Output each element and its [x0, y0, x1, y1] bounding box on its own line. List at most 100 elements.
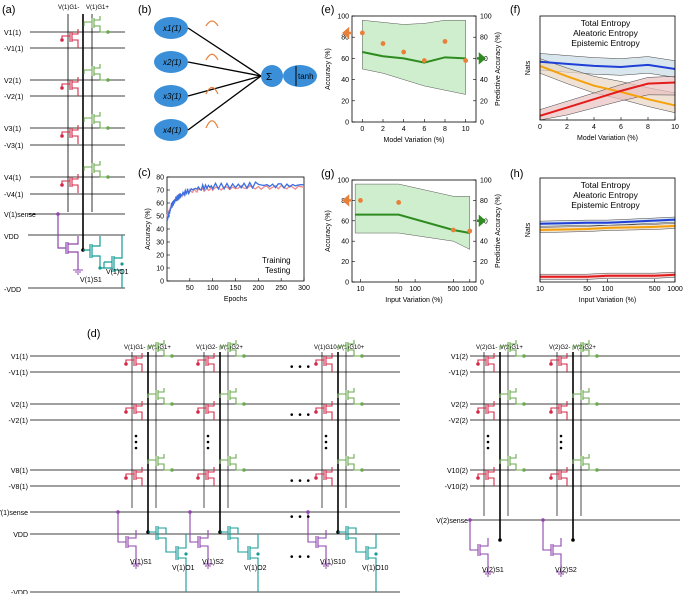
circuitD1-cell-1-2-red-transistor [197, 467, 215, 486]
circuitD2-sense-transistor-0 [469, 520, 493, 577]
circuitD2-row-label-0: V1(2) [451, 354, 468, 361]
e-point-5 [463, 58, 469, 63]
circuitD1-out-s-2: V(1)S10 [320, 559, 346, 566]
circuitD2-row-label-1: -V1(2) [449, 370, 468, 377]
sum-symbol: Σ [266, 72, 272, 83]
row-label-1: -V1(1) [4, 46, 23, 53]
cell-a-2-green-node [106, 126, 110, 130]
g-point-3 [467, 228, 473, 234]
circuitD1-cell-2-0-red-node [314, 362, 318, 366]
circuitD1-out-o-2: V(1)O10 [362, 565, 389, 572]
input-node-1 [154, 17, 188, 39]
circuitD1-cell-1-0-red-node [196, 362, 200, 366]
e-ytick-label-left-5: 100 [337, 14, 349, 21]
e-xtick-label-0: 0 [360, 126, 364, 133]
circuitD1-cell-1-2-green-node [242, 468, 246, 472]
f-series-2 [539, 81, 676, 117]
circuitD2-cell-1-0-red-node [549, 362, 553, 366]
e-ytick-label-right-1: 20 [480, 98, 488, 105]
h-xtick-label-0: 10 [536, 286, 544, 293]
f-series-0 [539, 60, 676, 71]
circuitD2-bitline-node-1 [571, 538, 575, 542]
circuitD1-vss-label: -VDD [11, 590, 28, 594]
c-ytick-label-left-2: 20 [156, 253, 164, 260]
circuitD2-sense-node-1 [541, 518, 545, 522]
g-ytick-label-left-2: 40 [341, 239, 349, 246]
circuitD2-cell-1-0-green-node [595, 354, 599, 358]
chart-f: 0 2 4 6 8 10 Model Variation (%) Nats Total Entr… [525, 15, 679, 142]
cell-a-2-red-transistor [61, 125, 79, 144]
source-label-s1: V(1)S1 [80, 277, 102, 284]
circuitD1-row-label-5: -V8(1) [9, 484, 28, 491]
e-frame [351, 15, 477, 123]
g-xtick-label-2: 100 [409, 286, 421, 293]
circuitD1-vdots-0-2 [134, 446, 138, 450]
panel-label-d: (d) [87, 328, 100, 340]
circuitD1-cell-0-2-green-transistor [147, 454, 172, 471]
circuitD1-sense-node-0 [116, 510, 120, 514]
circuitD1-cell-2-2-red-node [314, 476, 318, 480]
e-xtick-label-5: 10 [462, 126, 470, 133]
input-node-2 [154, 51, 188, 73]
c-ytick-label-left-5: 50 [156, 214, 164, 221]
circuitD1-cell-1-2-green-transistor [219, 454, 244, 471]
circuitD2-cell-0-1-green-node [522, 402, 526, 406]
panel-label-g: (g) [321, 168, 334, 180]
circuitD1-row-label-1: -V1(1) [9, 370, 28, 377]
circuitD2-cell-0-0-green-node [522, 354, 526, 358]
circuitD1-cell-0-1-red-node [124, 410, 128, 414]
circuitD1-cell-2-2-red-transistor [315, 467, 333, 486]
circuitD1-cell-2-1-red-node [314, 410, 318, 414]
circuitD2-vdots-0-2 [486, 446, 490, 450]
circuitD1-row-label-3: -V2(1) [9, 418, 28, 425]
h-series-2 [540, 273, 676, 278]
circuitD1-row-label-4: V8(1) [11, 468, 28, 475]
e-point-4 [442, 39, 448, 44]
cell-a-1-red-node [60, 86, 64, 90]
circuitD2-cell-1-2-green-transistor [572, 454, 597, 471]
circuitD2-cell-0-1-green-transistor [499, 388, 524, 405]
circuitD2-vdots-0-0 [486, 434, 490, 438]
cell-a-1-green-transistor [83, 64, 108, 81]
circuitD1-cell-1-1-green-node [242, 402, 246, 406]
row-label-2: V2(1) [4, 78, 21, 85]
d1-hdots-0: • • • [290, 362, 311, 373]
e-ylabel2: Predictive Accuracy (%) [495, 32, 502, 106]
circuitD1-cell-1-0-red-transistor [197, 353, 215, 372]
d1-hdots-4: • • • [290, 552, 311, 563]
circuitD2-sense-label: V(2)sense [436, 518, 468, 525]
circuitD2-sense-transistor-1 [542, 520, 566, 577]
circuitD2-cell-0-1-red-node [476, 410, 480, 414]
circuitD1-sense-transistor-1 [189, 512, 213, 569]
c-series-testing [166, 181, 305, 221]
g-ytick-label-left-1: 20 [341, 259, 349, 266]
circuitD2-gate-label-0: V(2)G1- [476, 345, 497, 351]
circuitD1-inverter-out-0 [184, 552, 188, 556]
g-point-0 [358, 198, 363, 203]
f-xtick-label-5: 10 [671, 124, 679, 131]
circuitD2-row-label-3: -V2(2) [449, 418, 468, 425]
circuitD1-cell-0-0-red-node [124, 362, 128, 366]
circuitD1-vdots-2-0 [324, 434, 328, 438]
circuitD1-inverter-1 [220, 526, 259, 592]
input-label-3: x3(1) [162, 92, 182, 101]
g-xtick-label-4: 1000 [462, 286, 478, 293]
sense-transistor [57, 214, 79, 270]
h-xlabel: Input Variation (%) [579, 297, 636, 304]
e-ytick-label-left-3: 60 [341, 56, 349, 63]
c-ytick-label-left-1: 10 [156, 266, 164, 273]
circuitD1-gate-label-1: V(1)G1+ [148, 345, 171, 351]
circuitD2-cell-1-0-red-transistor [550, 353, 568, 372]
cell-a-0-green-transistor [83, 16, 108, 33]
c-xtick-label-4: 250 [275, 285, 287, 292]
circuitD1-cell-2-1-green-node [360, 402, 364, 406]
circuitD2-cell-1-1-red-transistor [550, 401, 568, 420]
circuitD2-cell-1-1-red-node [549, 410, 553, 414]
c-xtick-label-5: 300 [298, 285, 310, 292]
circuitD2-vdots-1-1 [559, 440, 563, 444]
circuitD2-cell-0-2-green-transistor [499, 454, 524, 471]
input-node-4 [154, 119, 188, 141]
circuitD1-cell-1-1-red-node [196, 410, 200, 414]
circuitD1-cell-0-2-red-transistor [125, 467, 143, 486]
